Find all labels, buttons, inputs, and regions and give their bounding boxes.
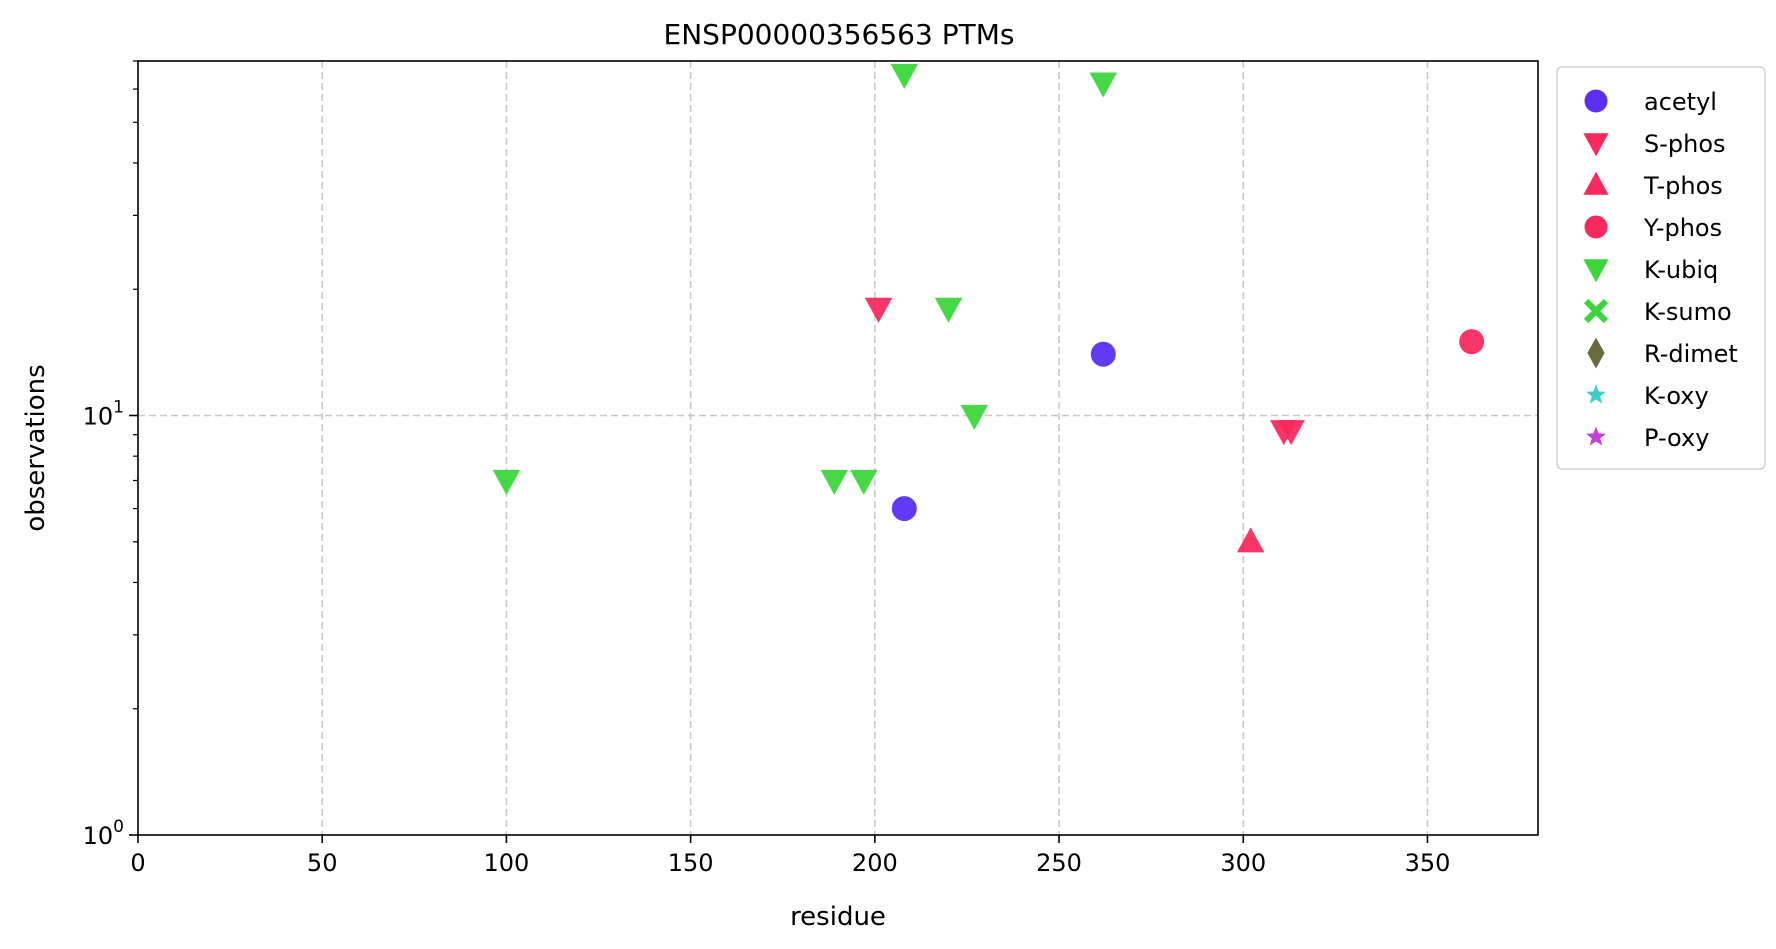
legend-marker-k-sumo <box>1583 298 1609 324</box>
legend-label: T-phos <box>1643 172 1723 200</box>
legend-marker-p-oxy <box>1586 426 1606 446</box>
chart-title: ENSP00000356563 PTMs <box>664 18 1015 51</box>
data-point-k-ubiq <box>890 63 919 89</box>
legend-marker-k-oxy <box>1586 384 1606 404</box>
legend-marker-y-phos <box>1584 215 1608 239</box>
x-tick-label: 150 <box>668 849 714 877</box>
legend-label: K-oxy <box>1644 382 1709 410</box>
legend-marker-acetyl <box>1584 89 1608 113</box>
legend: acetyl S-phos T-phos Y-phos K-ubiq K-sumo R-di… <box>1556 66 1766 470</box>
legend-label: Y-phos <box>1643 214 1722 242</box>
data-point-y-phos <box>1459 329 1485 355</box>
data-point-acetyl <box>891 496 917 522</box>
x-tick-label: 50 <box>307 849 338 877</box>
x-axis-label: residue <box>790 902 886 932</box>
legend-label: K-ubiq <box>1644 256 1718 284</box>
grid-lines <box>138 61 1538 835</box>
data-point-s-phos <box>1277 420 1305 446</box>
legend-marker-s-phos <box>1583 133 1609 157</box>
legend-label: S-phos <box>1644 130 1726 158</box>
legend-label: R-dimet <box>1644 340 1738 368</box>
legend-label: K-sumo <box>1644 298 1732 326</box>
legend-label: P-oxy <box>1644 424 1709 452</box>
x-tick-label: 100 <box>484 849 530 877</box>
legend-marker-t-phos <box>1583 171 1609 195</box>
x-tick-label: 250 <box>1036 849 1082 877</box>
x-tick-label: 300 <box>1220 849 1266 877</box>
data-point-k-ubiq <box>850 469 878 495</box>
data-point-t-phos <box>1236 527 1265 553</box>
data-point-k-ubiq <box>960 404 989 430</box>
data-point-acetyl <box>1090 341 1116 367</box>
data-point-s-phos <box>864 297 893 323</box>
plot-area-frame <box>137 60 1539 836</box>
legend-marker-r-dimet <box>1587 337 1605 369</box>
legend-label: acetyl <box>1644 88 1717 116</box>
data-points <box>492 63 1485 553</box>
data-point-k-ubiq <box>934 297 963 323</box>
data-point-k-ubiq <box>492 469 521 495</box>
x-axis: 0 50 100 150 200 250 300 350 <box>130 835 1450 877</box>
data-point-k-ubiq <box>1089 72 1118 98</box>
x-tick-label: 200 <box>852 849 898 877</box>
y-tick-label: 101 <box>83 398 124 431</box>
y-axis-label: observations <box>21 364 51 531</box>
legend-box <box>1556 66 1766 470</box>
x-tick-label: 0 <box>130 849 145 877</box>
legend-marker-k-ubiq <box>1583 259 1609 283</box>
data-point-k-ubiq <box>820 469 849 495</box>
x-tick-label: 350 <box>1405 849 1451 877</box>
